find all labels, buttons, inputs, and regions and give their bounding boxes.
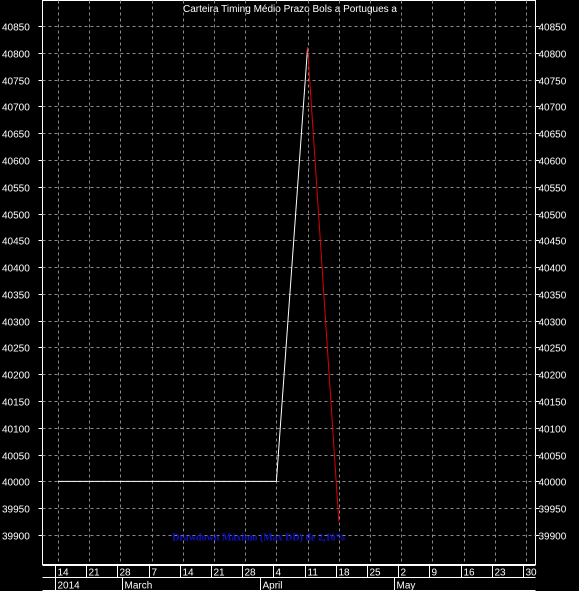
x-day-label: 14 xyxy=(183,568,195,579)
y-tick-label-right: 40850 xyxy=(539,23,567,34)
x-month-label: May xyxy=(397,581,416,591)
y-tick-label-right: 40150 xyxy=(539,398,567,409)
y-tick-label-right: 39900 xyxy=(539,532,567,543)
y-tick-label-right: 40400 xyxy=(539,264,567,275)
x-day-label: 28 xyxy=(120,568,132,579)
y-tick-label-left: 40850 xyxy=(2,23,30,34)
y-tick-label-left: 40750 xyxy=(2,77,30,88)
y-axis-right: 39900 39950 40000 40050 40100 40150 40200 40250… xyxy=(535,23,567,543)
x-day-label: 14 xyxy=(58,568,70,579)
x-day-label: 28 xyxy=(245,568,257,579)
x-day-label: 16 xyxy=(464,568,476,579)
y-tick-label-left: 40400 xyxy=(2,264,30,275)
y-tick-label-left: 39950 xyxy=(2,505,30,516)
y-axis-left: 39900 39950 40000 40050 40100 40150 40200 40250… xyxy=(2,23,43,543)
y-tick-label-right: 40250 xyxy=(539,344,567,355)
y-tick-label-left: 40550 xyxy=(2,184,30,195)
x-day-label: 7 xyxy=(152,568,158,579)
y-tick-label-right: 40300 xyxy=(539,318,567,329)
x-day-label: 25 xyxy=(370,568,382,579)
y-tick-label-right: 40000 xyxy=(539,478,567,489)
y-tick-label-right: 40450 xyxy=(539,237,567,248)
x-day-label: 4 xyxy=(276,568,282,579)
y-tick-label-left: 40050 xyxy=(2,452,30,463)
y-tick-label-left: 40600 xyxy=(2,157,30,168)
grid xyxy=(42,0,536,565)
series xyxy=(58,47,340,522)
x-day-label: 9 xyxy=(432,568,438,579)
y-tick-label-right: 40700 xyxy=(539,103,567,114)
y-tick-label-left: 40450 xyxy=(2,237,30,248)
x-day-label: 18 xyxy=(339,568,351,579)
y-tick-label-left: 40150 xyxy=(2,398,30,409)
x-month-label: 2014 xyxy=(58,581,81,591)
y-tick-label-left: 40300 xyxy=(2,318,30,329)
series-line-2 xyxy=(307,47,340,522)
y-tick-label-right: 40600 xyxy=(539,157,567,168)
y-tick-label-right: 40800 xyxy=(539,50,567,61)
chart-title: Carteira Timing Médio Prazo Bols a Portu… xyxy=(183,4,397,15)
y-tick-label-right: 40750 xyxy=(539,77,567,88)
y-tick-label-left: 39900 xyxy=(2,532,30,543)
y-tick-label-right: 40100 xyxy=(539,425,567,436)
x-axis: 14 21 28 7 14 21 28 4 11 18 25 2 9 16 23 30 2014 March Apr… xyxy=(42,565,538,591)
y-tick-label-left: 40500 xyxy=(2,211,30,222)
x-month-label: April xyxy=(263,581,283,591)
plot-border xyxy=(42,0,536,565)
y-tick-label-left: 40000 xyxy=(2,478,30,489)
y-tick-label-right: 40650 xyxy=(539,130,567,141)
y-tick-label-left: 40350 xyxy=(2,291,30,302)
x-day-label: 30 xyxy=(526,568,538,579)
y-tick-label-right: 40200 xyxy=(539,371,567,382)
x-day-label: 23 xyxy=(495,568,507,579)
x-day-label: 2 xyxy=(401,568,407,579)
x-day-label: 21 xyxy=(214,568,226,579)
y-tick-label-left: 40700 xyxy=(2,103,30,114)
y-tick-label-right: 40050 xyxy=(539,452,567,463)
y-tick-label-left: 40200 xyxy=(2,371,30,382)
y-tick-label-left: 40250 xyxy=(2,344,30,355)
x-day-label: 11 xyxy=(308,568,319,579)
drawdown-annotation: Drawdown Máximo (Max DD) de 2,16% xyxy=(172,533,345,544)
x-month-label: March xyxy=(125,581,153,591)
series-line-1 xyxy=(58,47,309,482)
y-tick-label-right: 40350 xyxy=(539,291,567,302)
y-tick-label-left: 40650 xyxy=(2,130,30,141)
y-tick-label-right: 40550 xyxy=(539,184,567,195)
y-tick-label-left: 40800 xyxy=(2,50,30,61)
y-tick-label-left: 40100 xyxy=(2,425,30,436)
x-day-label: 21 xyxy=(89,568,101,579)
y-tick-label-right: 39950 xyxy=(539,505,567,516)
y-tick-label-right: 40500 xyxy=(539,211,567,222)
